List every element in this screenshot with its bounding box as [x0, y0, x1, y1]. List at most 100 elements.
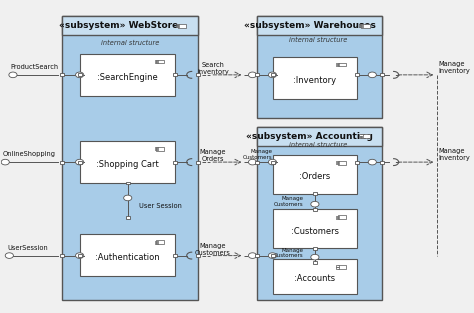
Bar — [257, 16, 382, 35]
Bar — [380, 74, 384, 76]
Bar — [257, 127, 382, 300]
Text: User Session: User Session — [139, 203, 182, 209]
Bar — [173, 161, 177, 163]
Bar — [355, 161, 359, 163]
Bar — [336, 268, 339, 269]
Text: «subsystem» WebStore: «subsystem» WebStore — [60, 21, 179, 30]
Bar — [338, 265, 346, 269]
Bar — [60, 254, 64, 257]
Bar — [78, 74, 82, 76]
Circle shape — [1, 159, 9, 165]
Bar — [313, 247, 317, 250]
Text: ProductSearch: ProductSearch — [11, 64, 59, 70]
Circle shape — [268, 72, 276, 78]
Text: «subsystem» Warehouses: «subsystem» Warehouses — [244, 21, 375, 30]
Bar — [62, 16, 198, 35]
Text: :Customers: :Customers — [291, 227, 339, 236]
Bar — [60, 74, 64, 76]
Text: Manage
Customers: Manage Customers — [274, 196, 303, 207]
Text: UserSession: UserSession — [7, 245, 48, 251]
Bar — [313, 192, 317, 195]
Circle shape — [75, 159, 84, 165]
Bar — [338, 215, 346, 219]
Text: internal structure: internal structure — [289, 142, 347, 148]
Bar — [313, 208, 317, 211]
Bar — [273, 155, 357, 194]
Bar — [336, 65, 339, 66]
Text: internal structure: internal structure — [289, 37, 347, 43]
Bar — [60, 161, 64, 163]
Bar — [196, 254, 200, 257]
Circle shape — [368, 72, 376, 78]
Bar — [126, 216, 130, 219]
Bar — [80, 54, 175, 96]
Bar — [271, 74, 275, 76]
Bar — [155, 62, 157, 63]
Circle shape — [311, 254, 319, 260]
Bar — [273, 209, 357, 249]
Bar — [126, 182, 130, 184]
Circle shape — [311, 201, 319, 207]
Bar — [255, 161, 259, 163]
Bar — [361, 134, 370, 138]
Bar — [359, 134, 363, 136]
Bar — [156, 59, 164, 63]
Circle shape — [9, 72, 17, 78]
Text: :Inventory: :Inventory — [293, 76, 337, 85]
Bar — [355, 74, 359, 76]
Bar — [156, 147, 164, 151]
Bar — [336, 265, 339, 267]
Bar — [155, 243, 157, 244]
Bar — [273, 259, 357, 294]
Bar — [255, 74, 259, 76]
Bar — [155, 240, 157, 242]
Bar — [359, 137, 363, 138]
Text: Manage
Customers: Manage Customers — [274, 248, 303, 259]
Text: Manage
Orders: Manage Orders — [200, 149, 226, 162]
Text: OnlineShopping: OnlineShopping — [3, 151, 56, 157]
Circle shape — [75, 72, 84, 78]
Bar — [313, 261, 317, 264]
Bar — [380, 161, 384, 163]
Circle shape — [75, 253, 84, 259]
Bar — [155, 60, 157, 61]
Bar — [273, 57, 357, 99]
Circle shape — [268, 253, 276, 259]
Text: Search
Inventory: Search Inventory — [197, 62, 229, 75]
Bar — [155, 147, 157, 148]
Bar — [361, 23, 370, 28]
Bar — [196, 74, 200, 76]
Text: Manage
Inventory: Manage Inventory — [438, 148, 470, 161]
Bar — [257, 16, 382, 118]
Bar — [176, 24, 179, 25]
Text: :Shopping Cart: :Shopping Cart — [96, 160, 159, 169]
Text: Manage
Customers: Manage Customers — [195, 243, 231, 256]
Bar — [336, 163, 339, 164]
Text: :Accounts: :Accounts — [294, 275, 336, 284]
Circle shape — [268, 159, 276, 165]
Text: :Orders: :Orders — [299, 172, 330, 182]
Circle shape — [248, 159, 256, 165]
Bar — [80, 234, 175, 276]
Bar — [178, 23, 186, 28]
Text: internal structure: internal structure — [101, 40, 159, 46]
Bar — [196, 161, 200, 163]
Bar — [336, 63, 339, 64]
Circle shape — [124, 195, 132, 201]
Circle shape — [248, 253, 256, 259]
Bar — [78, 161, 82, 163]
Bar — [173, 254, 177, 257]
Text: Manage
Customers: Manage Customers — [242, 149, 272, 160]
Bar — [78, 254, 82, 257]
Bar — [336, 216, 339, 217]
Circle shape — [248, 72, 256, 78]
Circle shape — [368, 159, 376, 165]
Bar — [257, 127, 382, 146]
Text: :Authentication: :Authentication — [95, 254, 160, 262]
Bar — [338, 63, 346, 66]
Bar — [336, 218, 339, 219]
Bar — [336, 161, 339, 162]
Bar — [156, 240, 164, 244]
Bar — [173, 74, 177, 76]
Bar — [255, 254, 259, 257]
